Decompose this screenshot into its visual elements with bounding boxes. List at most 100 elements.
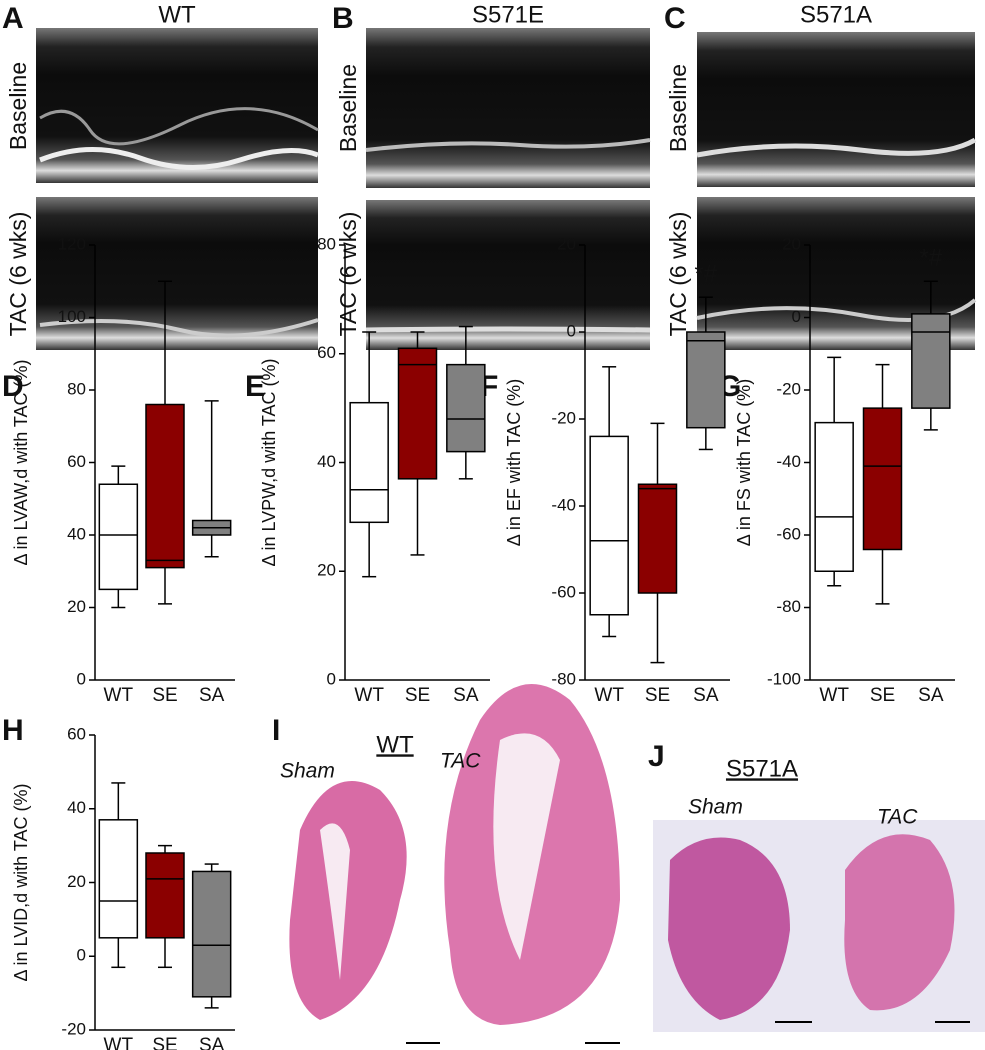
y-tick-label: -60 (551, 582, 576, 601)
row-label: Baseline (335, 64, 361, 152)
y-axis-label: Δ in LVID,d with TAC (%) (11, 783, 31, 981)
row-label: TAC (6 wks) (335, 212, 361, 337)
column-title: S571A (800, 1, 872, 28)
y-tick-label: 40 (67, 798, 86, 817)
y-tick-label: -20 (61, 1019, 86, 1038)
x-tick-label: SE (405, 685, 430, 706)
column-title: WT (158, 1, 196, 28)
y-tick-label: 0 (327, 669, 336, 688)
box (589, 435, 629, 616)
y-tick-label: -100 (767, 669, 801, 688)
histology-label: TAC (440, 750, 481, 773)
y-tick-label: -80 (776, 597, 801, 616)
x-tick-label: WT (594, 685, 624, 706)
y-tick-label: -80 (551, 669, 576, 688)
y-tick-label: 20 (67, 597, 86, 616)
heart-section (668, 837, 790, 1020)
y-tick-label: 80 (317, 234, 336, 253)
heart-section (289, 781, 407, 1020)
box (397, 347, 438, 480)
y-tick-label: 40 (317, 452, 336, 471)
box (98, 819, 139, 939)
y-tick-label: 20 (782, 234, 801, 253)
y-tick-label: 20 (317, 561, 336, 580)
panel-letter: B (332, 2, 354, 35)
x-tick-label: WT (104, 685, 134, 706)
echo-image (366, 200, 650, 350)
y-tick-label: 40 (67, 524, 86, 543)
x-tick-label: WT (354, 685, 384, 706)
y-tick-label: 0 (77, 946, 86, 965)
box (446, 363, 486, 453)
y-tick-label: 80 (67, 379, 86, 398)
y-tick-label: 60 (67, 452, 86, 471)
box (637, 483, 678, 594)
y-tick-label: -60 (776, 524, 801, 543)
x-tick-label: SA (199, 685, 225, 706)
y-tick-label: 0 (77, 669, 86, 688)
x-tick-label: SA (918, 685, 944, 706)
box (686, 331, 726, 429)
row-label: Baseline (5, 62, 31, 150)
heart-section (844, 834, 955, 1011)
significance: *# (919, 245, 942, 272)
box-chart: -100 -80 -60 -40 -20 0 20 Δ in FS with TAC (%) W… (734, 234, 955, 706)
row-label: Baseline (665, 64, 691, 152)
y-tick-label: 0 (792, 307, 801, 326)
x-tick-label: WT (104, 1035, 134, 1050)
box-chart: 0 20 40 60 80 100 120 Δ in LVAW,d with TAC (%) W… (11, 234, 235, 706)
y-tick-label: -40 (551, 495, 576, 514)
box (911, 313, 951, 409)
echo-image (36, 197, 318, 350)
y-axis-label: Δ in EF with TAC (%) (504, 379, 524, 546)
box-chart: 0 20 40 60 80 Δ in LVPW,d with TAC (%) WT SE SA (259, 234, 490, 706)
histology-title: S571A (726, 755, 798, 782)
box (145, 852, 185, 939)
echo-image (36, 28, 318, 183)
panel-letter: C (664, 2, 686, 35)
y-axis-label: Δ in LVAW,d with TAC (%) (11, 359, 31, 565)
y-tick-label: 20 (557, 234, 576, 253)
histology-images (289, 684, 985, 1044)
row-label: TAC (6 wks) (5, 212, 31, 337)
x-tick-label: WT (819, 685, 849, 706)
box (349, 401, 389, 524)
y-tick-label: 20 (67, 872, 86, 891)
x-tick-label: SE (152, 1035, 177, 1050)
row-label: TAC (6 wks) (665, 212, 691, 337)
histology-label: TAC (877, 806, 918, 829)
y-tick-label: 60 (67, 724, 86, 743)
y-tick-label: -20 (551, 408, 576, 427)
x-tick-label: SA (453, 685, 479, 706)
y-tick-label: 0 (567, 321, 576, 340)
histology-title: WT (376, 731, 414, 758)
box-chart: -80 -60 -40 -20 0 20 Δ in EF with TAC (%) WT SE S… (504, 234, 730, 706)
histology-label: Sham (688, 796, 743, 819)
panel-letter: H (2, 714, 24, 747)
y-tick-label: -20 (776, 379, 801, 398)
histology-label: Sham (280, 760, 335, 783)
box-chart: -20 0 20 40 60 Δ in LVID,d with TAC (%) WT SE SA (11, 724, 235, 1050)
x-tick-label: SE (870, 685, 895, 706)
panel-letter: I (272, 714, 280, 747)
box (145, 403, 185, 569)
panel-letter: D (2, 370, 24, 403)
x-tick-label: SE (152, 685, 177, 706)
box (98, 483, 139, 591)
y-tick-label: 100 (58, 307, 86, 326)
y-tick-label: 60 (317, 343, 336, 362)
x-tick-label: SA (199, 1035, 225, 1050)
panel-letter: J (648, 740, 665, 773)
significance: *# (694, 261, 717, 288)
box (191, 870, 232, 998)
box (862, 407, 903, 551)
panel-letter: A (2, 2, 24, 35)
y-tick-label: 120 (58, 234, 86, 253)
y-axis-label: Δ in LVPW,d with TAC (%) (259, 358, 279, 566)
x-tick-label: SA (693, 685, 719, 706)
column-title: S571E (472, 1, 544, 28)
echo-image (366, 28, 650, 188)
y-axis-label: Δ in FS with TAC (%) (734, 379, 754, 546)
echo-images (36, 28, 977, 350)
